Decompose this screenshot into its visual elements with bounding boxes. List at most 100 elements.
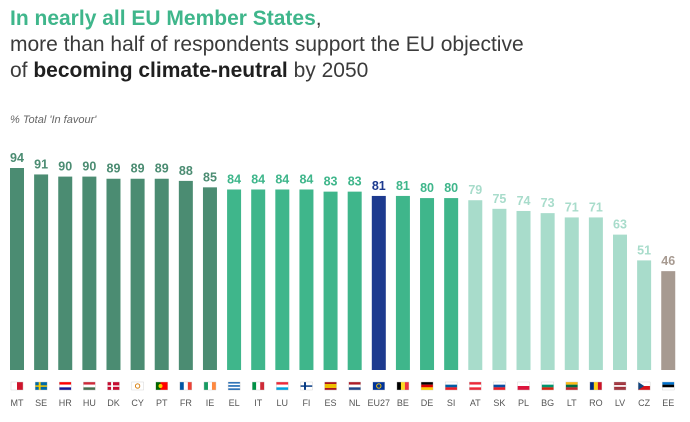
chart-title: In nearly all EU Member States, more tha…: [10, 6, 680, 84]
value-label-ee: 46: [661, 254, 675, 268]
category-label-cz: CZ: [638, 398, 650, 408]
value-label-si: 80: [444, 181, 458, 195]
value-label-sk: 75: [492, 192, 506, 206]
value-label-de: 80: [420, 181, 434, 195]
bar-fi: [299, 189, 314, 370]
flag-se-icon: [34, 381, 48, 391]
value-label-bg: 73: [541, 196, 555, 210]
flag-si-icon: [444, 381, 458, 391]
bar-it: [251, 189, 266, 370]
category-label-lu: LU: [277, 398, 289, 408]
flag-cy-icon: [131, 381, 144, 391]
category-label-eu27: EU27: [368, 398, 391, 408]
category-label-nl: NL: [349, 398, 361, 408]
category-label-hr: HR: [59, 398, 72, 408]
flag-bg-icon: [541, 381, 554, 391]
flag-it-icon: [251, 381, 265, 391]
bar-lu: [275, 189, 290, 370]
category-label-de: DE: [421, 398, 434, 408]
value-label-eu27: 81: [372, 179, 386, 193]
value-label-es: 83: [324, 175, 338, 189]
category-label-ee: EE: [662, 398, 674, 408]
bar-hr: [58, 176, 73, 370]
flag-ee-icon: [662, 381, 675, 391]
bar-be: [395, 195, 410, 370]
title-line-1: In nearly all EU Member States,: [10, 6, 680, 32]
bar-at: [468, 200, 483, 370]
category-label-at: AT: [470, 398, 481, 408]
bar-ie: [202, 187, 217, 370]
value-label-lt: 71: [565, 200, 579, 214]
flag-dk-icon: [107, 381, 120, 391]
flag-de-icon: [420, 381, 434, 391]
bar-se: [34, 174, 49, 370]
category-label-mt: MT: [11, 398, 24, 408]
flag-ie-icon: [203, 381, 217, 391]
value-label-fr: 88: [179, 164, 193, 178]
value-label-ro: 71: [589, 200, 603, 214]
flag-eu27-icon: [372, 381, 385, 391]
bar-si: [444, 198, 459, 370]
flag-pt-icon: [155, 381, 168, 391]
bar-pt: [154, 178, 169, 370]
category-label-hu: HU: [83, 398, 96, 408]
value-label-cz: 51: [637, 243, 651, 257]
flag-be-icon: [396, 381, 410, 391]
value-label-lu: 84: [275, 172, 289, 186]
category-label-lt: LT: [567, 398, 577, 408]
flag-pl-icon: [517, 381, 530, 391]
bar-sk: [492, 208, 507, 370]
value-label-dk: 89: [107, 162, 121, 176]
value-label-se: 91: [34, 157, 48, 171]
flag-ro-icon: [589, 381, 603, 391]
value-label-mt: 94: [10, 151, 24, 165]
category-label-it: IT: [254, 398, 263, 408]
bar-lt: [564, 217, 579, 370]
bar-de: [420, 198, 435, 370]
unit-label: % Total 'In favour': [10, 114, 97, 126]
bar-ee: [661, 271, 676, 370]
category-label-lv: LV: [615, 398, 625, 408]
value-label-fi: 84: [299, 172, 313, 186]
flag-lt-icon: [565, 381, 578, 391]
value-label-el: 84: [227, 172, 241, 186]
value-label-nl: 83: [348, 175, 362, 189]
category-label-bg: BG: [541, 398, 554, 408]
bar-hu: [82, 176, 97, 370]
bar-mt: [10, 168, 24, 370]
flag-es-icon: [324, 381, 337, 391]
flag-lu-icon: [276, 381, 289, 391]
category-label-cy: CY: [131, 398, 144, 408]
bar-dk: [106, 178, 121, 370]
value-label-pt: 89: [155, 162, 169, 176]
bar-es: [323, 191, 338, 370]
category-label-pt: PT: [156, 398, 168, 408]
category-label-pl: PL: [518, 398, 529, 408]
bar-nl: [347, 191, 362, 370]
bar-bg: [540, 213, 555, 370]
flag-sk-icon: [493, 381, 506, 391]
value-label-hu: 90: [82, 160, 96, 174]
category-label-fi: FI: [302, 398, 310, 408]
value-label-be: 81: [396, 179, 410, 193]
title-line-1-bold: In nearly all EU Member States,: [10, 7, 322, 30]
bar-cz: [637, 260, 652, 370]
flag-fi-icon: [300, 381, 313, 391]
title-line-3: of becoming climate-neutral by 2050: [10, 59, 369, 82]
flag-hr-icon: [59, 381, 72, 391]
value-label-hr: 90: [58, 160, 72, 174]
value-label-it: 84: [251, 172, 265, 186]
bar-el: [227, 189, 242, 370]
flag-el-icon: [227, 381, 241, 391]
bar-lv: [613, 234, 627, 370]
category-label-ie: IE: [206, 398, 215, 408]
category-label-el: EL: [229, 398, 240, 408]
bar-fr: [178, 180, 193, 370]
flag-lv-icon: [613, 381, 627, 391]
value-label-lv: 63: [613, 218, 627, 232]
value-label-pl: 74: [517, 194, 531, 208]
title-line-3-bold: becoming climate-neutral: [33, 59, 288, 82]
bar-ro: [588, 217, 603, 370]
category-label-fr: FR: [180, 398, 192, 408]
